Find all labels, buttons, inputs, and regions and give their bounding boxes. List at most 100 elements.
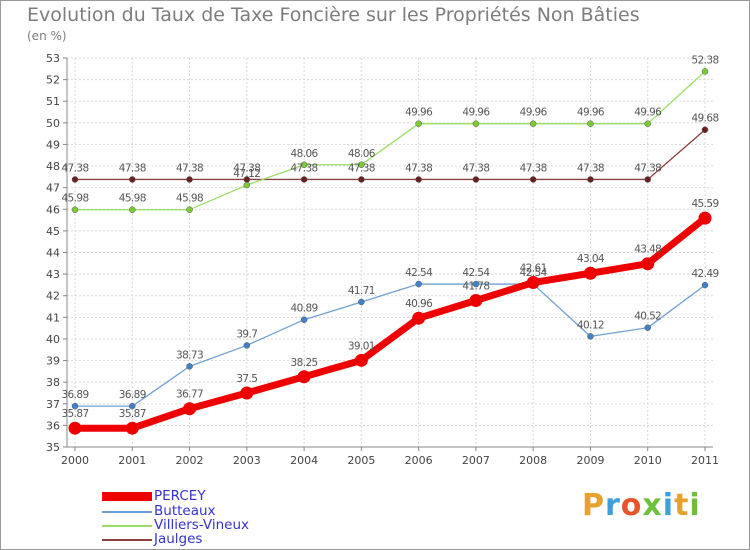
series-line-percey bbox=[75, 215, 708, 432]
point-jaulges bbox=[701, 126, 709, 133]
y-tick-label: 48 bbox=[46, 160, 60, 173]
point-butteaux bbox=[300, 316, 308, 323]
data-label-jaulges: 47.38 bbox=[61, 162, 88, 174]
data-label-butteaux: 40.89 bbox=[291, 303, 318, 315]
data-label-villiers-vineux: 45.98 bbox=[176, 193, 203, 205]
data-label-villiers-vineux: 49.96 bbox=[462, 107, 490, 119]
data-label-villiers-vineux: 45.98 bbox=[119, 193, 146, 205]
y-tick-label: 50 bbox=[46, 117, 60, 130]
point-butteaux bbox=[472, 280, 480, 288]
y-tick-label: 36 bbox=[46, 419, 60, 432]
point-villiers-vineux bbox=[129, 206, 136, 213]
logo-letter: o bbox=[620, 488, 643, 523]
data-label-jaulges: 47.38 bbox=[405, 162, 432, 174]
series-line-butteaux bbox=[75, 283, 706, 407]
legend-label-jaulges: Jaulges bbox=[154, 531, 203, 547]
data-label-percey: 45.59 bbox=[691, 198, 718, 210]
point-percey bbox=[68, 421, 82, 435]
legend-swatch-percey bbox=[102, 492, 152, 501]
data-label-jaulges: 47.38 bbox=[462, 162, 489, 174]
x-tick-label: 2007 bbox=[462, 454, 490, 467]
data-label-jaulges: 49.68 bbox=[691, 113, 718, 125]
data-label-butteaux: 42.54 bbox=[405, 267, 433, 279]
y-tick-label: 35 bbox=[46, 441, 60, 454]
y-tick-label: 47 bbox=[46, 182, 60, 195]
x-tick-label: 2005 bbox=[347, 454, 375, 467]
point-percey bbox=[183, 402, 197, 416]
data-label-jaulges: 47.38 bbox=[233, 162, 260, 174]
point-villiers-vineux bbox=[701, 68, 709, 75]
proxiti-logo: Proxiti bbox=[582, 488, 701, 523]
data-label-jaulges: 47.38 bbox=[291, 162, 318, 174]
data-label-jaulges: 47.38 bbox=[176, 162, 203, 174]
x-tick-label: 2001 bbox=[118, 454, 146, 467]
data-label-butteaux: 41.71 bbox=[348, 285, 375, 297]
logo-letter: i bbox=[689, 488, 701, 523]
data-label-villiers-vineux: 45.98 bbox=[61, 193, 88, 205]
point-percey bbox=[240, 386, 254, 400]
point-villiers-vineux bbox=[71, 206, 79, 213]
data-label-butteaux: 42.54 bbox=[462, 267, 490, 279]
legend-label-percey: PERCEY bbox=[154, 488, 206, 504]
point-villiers-vineux bbox=[472, 120, 480, 127]
point-percey bbox=[469, 293, 483, 307]
point-percey bbox=[354, 353, 368, 367]
logo-letter: r bbox=[605, 488, 621, 523]
data-label-villiers-vineux: 49.96 bbox=[520, 107, 548, 119]
y-tick-label: 38 bbox=[46, 376, 60, 389]
y-tick-label: 46 bbox=[46, 203, 60, 216]
series-line-jaulges bbox=[75, 129, 706, 181]
point-percey bbox=[297, 370, 311, 384]
data-labels: 47.38 47.38 47.38 47.38 47.38 47.38 47.38 47.38… bbox=[61, 54, 719, 420]
point-butteaux bbox=[587, 333, 594, 340]
data-label-jaulges: 47.38 bbox=[634, 162, 661, 174]
logo-letter: x bbox=[642, 488, 663, 523]
data-label-percey: 36.77 bbox=[176, 389, 203, 401]
point-percey bbox=[125, 421, 139, 435]
series-line-villiers-vineux bbox=[75, 70, 706, 211]
point-butteaux bbox=[243, 342, 251, 349]
x-tick-label: 2000 bbox=[61, 454, 89, 467]
point-butteaux bbox=[129, 402, 136, 410]
data-label-percey: 39.01 bbox=[348, 340, 375, 352]
data-label-percey: 35.87 bbox=[119, 408, 146, 420]
y-tick-label: 53 bbox=[46, 52, 60, 65]
data-label-butteaux: 40.12 bbox=[577, 319, 604, 331]
data-label-butteaux: 38.73 bbox=[176, 349, 203, 361]
series-points bbox=[68, 68, 712, 435]
point-butteaux bbox=[186, 363, 193, 370]
data-label-villiers-vineux: 49.96 bbox=[577, 107, 605, 119]
point-villiers-vineux bbox=[644, 120, 651, 127]
point-jaulges bbox=[415, 176, 422, 183]
point-jaulges bbox=[71, 176, 79, 183]
point-jaulges bbox=[644, 176, 651, 183]
x-tick-label: 2004 bbox=[290, 454, 318, 467]
data-label-percey: 41.78 bbox=[462, 280, 489, 292]
data-label-butteaux: 39.7 bbox=[236, 328, 257, 340]
data-label-villiers-vineux: 49.96 bbox=[634, 107, 662, 119]
legend-swatch-jaulges bbox=[102, 539, 152, 541]
x-tick-label: 2009 bbox=[576, 454, 604, 467]
data-label-percey: 40.96 bbox=[405, 298, 433, 310]
y-tick-label: 45 bbox=[46, 225, 60, 238]
data-label-villiers-vineux: 52.38 bbox=[691, 54, 718, 66]
point-jaulges bbox=[129, 176, 136, 183]
y-tick-label: 49 bbox=[46, 138, 60, 151]
logo-letter: t bbox=[674, 488, 690, 523]
logo-letter: i bbox=[662, 488, 675, 523]
x-tick-label: 2011 bbox=[691, 454, 719, 467]
data-label-villiers-vineux: 47.12 bbox=[233, 168, 260, 180]
point-percey bbox=[412, 311, 426, 325]
point-villiers-vineux bbox=[358, 161, 365, 169]
point-percey bbox=[526, 276, 540, 290]
point-villiers-vineux bbox=[415, 120, 422, 127]
legend-label-villiers-vineux: Villiers-Vineux bbox=[154, 517, 250, 533]
y-tick-label: 37 bbox=[46, 398, 60, 411]
point-villiers-vineux bbox=[529, 120, 537, 127]
x-tick-label: 2010 bbox=[634, 454, 662, 467]
data-label-jaulges: 47.38 bbox=[577, 162, 604, 174]
point-villiers-vineux bbox=[587, 120, 594, 127]
point-jaulges bbox=[472, 176, 480, 183]
point-percey bbox=[583, 266, 597, 280]
